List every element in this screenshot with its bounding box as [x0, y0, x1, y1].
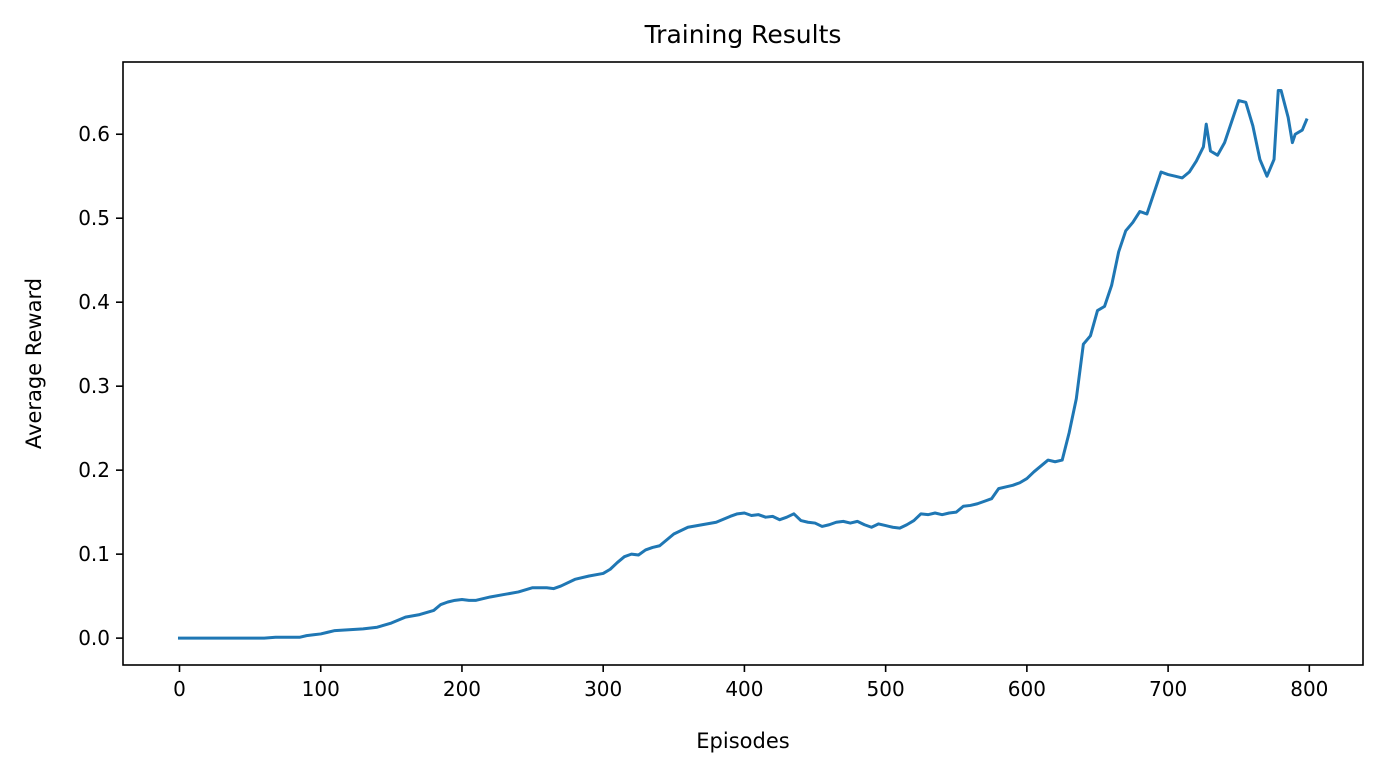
x-tick-label: 0 — [173, 677, 186, 701]
x-tick-label: 100 — [302, 677, 340, 701]
x-tick-label: 400 — [725, 677, 763, 701]
series-line-0 — [177, 89, 1309, 640]
y-tick-label: 0.5 — [78, 206, 110, 230]
y-axis-label: Average Reward — [22, 278, 46, 449]
y-tick-label: 0.4 — [78, 290, 110, 314]
x-tick-label: 200 — [443, 677, 481, 701]
x-axis: 0 100 200 300 400 500 600 700 800 — [173, 665, 1328, 701]
axes-frame — [122, 61, 1364, 666]
x-tick-label: 500 — [867, 677, 905, 701]
y-tick-label: 0.0 — [78, 626, 110, 650]
x-tick-label: 700 — [1149, 677, 1187, 701]
y-tick-label: 0.2 — [78, 458, 110, 482]
y-axis: 0.0 0.1 0.2 0.3 0.4 0.5 0.6 — [78, 122, 123, 650]
x-tick-label: 300 — [584, 677, 622, 701]
x-axis-label: Episodes — [696, 729, 789, 753]
chart-title: Training Results — [644, 20, 842, 49]
y-tick-label: 0.3 — [78, 374, 110, 398]
x-tick-label: 600 — [1008, 677, 1046, 701]
y-tick-label: 0.6 — [78, 122, 110, 146]
y-tick-label: 0.1 — [78, 542, 110, 566]
x-tick-label: 800 — [1290, 677, 1328, 701]
plot-area — [177, 89, 1309, 640]
